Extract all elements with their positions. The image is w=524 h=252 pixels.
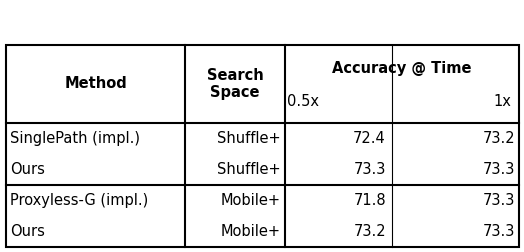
Text: 72.4: 72.4: [353, 131, 386, 146]
Text: Mobile+: Mobile+: [221, 193, 281, 208]
Text: Shuffle+: Shuffle+: [217, 162, 281, 177]
Text: 0.5x: 0.5x: [287, 94, 319, 109]
Text: 73.3: 73.3: [483, 224, 515, 239]
Text: 73.3: 73.3: [483, 162, 515, 177]
Text: 71.8: 71.8: [353, 193, 386, 208]
Text: Ours: Ours: [10, 224, 45, 239]
Text: 73.3: 73.3: [354, 162, 386, 177]
Text: 73.3: 73.3: [483, 193, 515, 208]
Text: 73.2: 73.2: [353, 224, 386, 239]
Text: SinglePath (impl.): SinglePath (impl.): [10, 131, 140, 146]
Text: Search
Space: Search Space: [206, 68, 264, 100]
Bar: [6, 45, 519, 247]
Text: 1x: 1x: [493, 94, 511, 109]
Text: Proxyless-G (impl.): Proxyless-G (impl.): [10, 193, 148, 208]
Text: Method: Method: [64, 77, 127, 91]
Text: 73.2: 73.2: [483, 131, 515, 146]
Text: Mobile+: Mobile+: [221, 224, 281, 239]
Text: Shuffle+: Shuffle+: [217, 131, 281, 146]
Text: Accuracy @ Time: Accuracy @ Time: [332, 61, 472, 76]
Text: Ours: Ours: [10, 162, 45, 177]
